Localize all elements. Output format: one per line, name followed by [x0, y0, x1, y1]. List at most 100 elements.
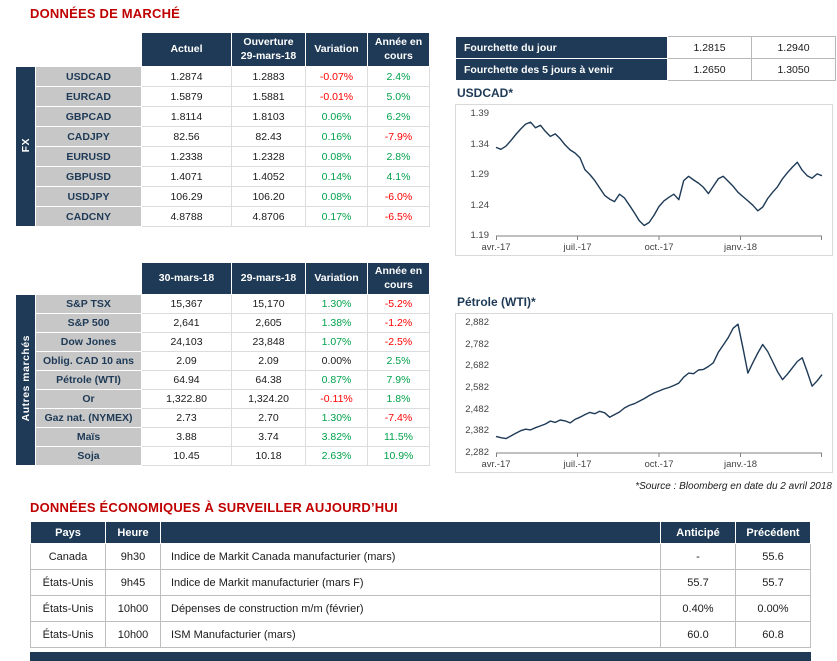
- cell-event: Indice de Markit manufacturier (mars F): [160, 569, 661, 596]
- plot-area: [495, 113, 823, 241]
- cell-ytd: -7.4%: [367, 408, 430, 428]
- cell-country: États-Unis: [30, 595, 106, 622]
- next-section-header-partial: [30, 652, 811, 661]
- col-header-open: 29-mars-18: [231, 262, 306, 295]
- col-header-variation: Variation: [305, 32, 368, 67]
- y-tick-label: 2,382: [465, 425, 489, 437]
- usdcad-chart: 1.39 1.34 1.29 1.24 1.19 avr.-17 juil.-1…: [455, 104, 833, 256]
- cell-ytd: -6.5%: [367, 206, 430, 227]
- col-header-previous: Précédent: [735, 521, 811, 544]
- other-markets-band-label: Autres marchés: [19, 335, 32, 422]
- table-header-row: 30-mars-18 29-mars-18 Variation Année en…: [16, 262, 430, 295]
- cell-ytd: 6.2%: [367, 106, 430, 127]
- row-label: CADJPY: [35, 126, 142, 147]
- cell-previous: 55.6: [735, 543, 811, 570]
- row-label: S&P 500: [35, 313, 142, 333]
- cell-open: 23,848: [231, 332, 306, 352]
- y-tick-label: 1.39: [470, 108, 490, 119]
- header-spacer: [16, 263, 142, 295]
- y-tick-label: 2,882: [465, 317, 489, 328]
- range-low: 1.2650: [667, 58, 752, 81]
- col-header-expected: Anticipé: [660, 521, 736, 544]
- cell-ytd: -5.2%: [367, 294, 430, 314]
- cell-current: 15,367: [141, 294, 232, 314]
- cell-open: 4.8706: [231, 206, 306, 227]
- usdcad-chart-title: USDCAD*: [457, 86, 514, 100]
- cell-ytd: 2.8%: [367, 146, 430, 167]
- wti-chart: 2,882 2,782 2,682 2,582 2,482 2,382 2,28…: [455, 313, 833, 473]
- cell-variation: 0.16%: [305, 126, 368, 147]
- cell-current: 1,322.80: [141, 389, 232, 409]
- col-header-open: Ouverture 29-mars-18: [231, 32, 306, 67]
- cell-ytd: 10.9%: [367, 446, 430, 466]
- cell-variation: -0.07%: [305, 66, 368, 87]
- cell-variation: 0.14%: [305, 166, 368, 187]
- cell-variation: 0.08%: [305, 186, 368, 207]
- cell-previous: 0.00%: [735, 595, 811, 622]
- cell-ytd: 2.5%: [367, 351, 430, 371]
- cell-open: 82.43: [231, 126, 306, 147]
- row-label: Soja: [35, 446, 142, 466]
- cell-variation: 1.07%: [305, 332, 368, 352]
- cell-variation: 0.08%: [305, 146, 368, 167]
- cell-open: 1.4052: [231, 166, 306, 187]
- range-high: 1.2940: [751, 36, 836, 59]
- x-tick-label: avr.-17: [481, 242, 511, 253]
- cell-ytd: 2.4%: [367, 66, 430, 87]
- table-row: Pétrole (WTI) 64.94 64.38 0.87% 7.9%: [16, 370, 430, 390]
- cell-ytd: -1.2%: [367, 313, 430, 333]
- x-tick-label: oct.-17: [644, 459, 674, 470]
- table-row: Dow Jones 24,103 23,848 1.07% -2.5%: [16, 332, 430, 352]
- source-footnote: *Source : Bloomberg en date du 2 avril 2…: [635, 481, 832, 492]
- cell-country: Canada: [30, 543, 106, 570]
- cell-previous: 55.7: [735, 569, 811, 596]
- x-axis-labels: avr.-17 juil.-17 oct.-17 janv.-18: [481, 459, 822, 471]
- cell-time: 9h30: [105, 543, 161, 570]
- cell-variation: 2.63%: [305, 446, 368, 466]
- cell-variation: 3.82%: [305, 427, 368, 447]
- cell-open: 1.2328: [231, 146, 306, 167]
- col-header-ytd: Année en cours: [367, 262, 430, 295]
- table-row: CADCNY 4.8788 4.8706 0.17% -6.5%: [16, 206, 430, 227]
- cell-open: 1,324.20: [231, 389, 306, 409]
- y-tick-label: 2,782: [465, 338, 489, 350]
- table-row: Fourchette des 5 jours à venir 1.2650 1.…: [455, 58, 836, 81]
- row-label: CADCNY: [35, 206, 142, 227]
- table-row: États-Unis 9h45 Indice de Markit manufac…: [30, 569, 811, 596]
- x-tick-label: janv.-18: [723, 242, 758, 253]
- cell-expected: 55.7: [660, 569, 736, 596]
- cell-ytd: -6.0%: [367, 186, 430, 207]
- market-data-title: DONNÉES DE MARCHÉ: [30, 6, 181, 21]
- cell-current: 24,103: [141, 332, 232, 352]
- range-label: Fourchette des 5 jours à venir: [455, 58, 668, 81]
- cell-open: 2,605: [231, 313, 306, 333]
- y-tick-label: 1.19: [470, 230, 490, 241]
- usdcad-range-table: Fourchette du jour 1.2815 1.2940 Fourche…: [455, 36, 836, 81]
- cell-current: 1.5879: [141, 86, 232, 107]
- cell-ytd: 11.5%: [367, 427, 430, 447]
- table-row: S&P 500 2,641 2,605 1.38% -1.2%: [16, 313, 430, 333]
- cell-current: 3.88: [141, 427, 232, 447]
- y-tick-label: 1.29: [470, 169, 490, 180]
- table-row: EURUSD 1.2338 1.2328 0.08% 2.8%: [16, 146, 430, 167]
- x-tick-label: janv.-18: [723, 459, 758, 470]
- y-tick-label: 1.24: [470, 199, 490, 211]
- col-header-time: Heure: [105, 521, 161, 544]
- cell-previous: 60.8: [735, 621, 811, 648]
- y-axis-labels: 2,882 2,782 2,682 2,582 2,482 2,382 2,28…: [456, 317, 492, 458]
- cell-expected: 60.0: [660, 621, 736, 648]
- cell-current: 106.29: [141, 186, 232, 207]
- fx-band-label: FX: [19, 137, 32, 153]
- cell-time: 10h00: [105, 621, 161, 648]
- cell-open: 1.8103: [231, 106, 306, 127]
- cell-country: États-Unis: [30, 569, 106, 596]
- cell-variation: 0.06%: [305, 106, 368, 127]
- cell-current: 2.09: [141, 351, 232, 371]
- x-axis-labels: avr.-17 juil.-17 oct.-17 janv.-18: [481, 242, 822, 254]
- x-tick-label: juil.-17: [563, 459, 592, 470]
- col-header-country: Pays: [30, 521, 106, 544]
- cell-expected: -: [660, 543, 736, 570]
- plot-area: [495, 322, 823, 458]
- row-label: EURCAD: [35, 86, 142, 107]
